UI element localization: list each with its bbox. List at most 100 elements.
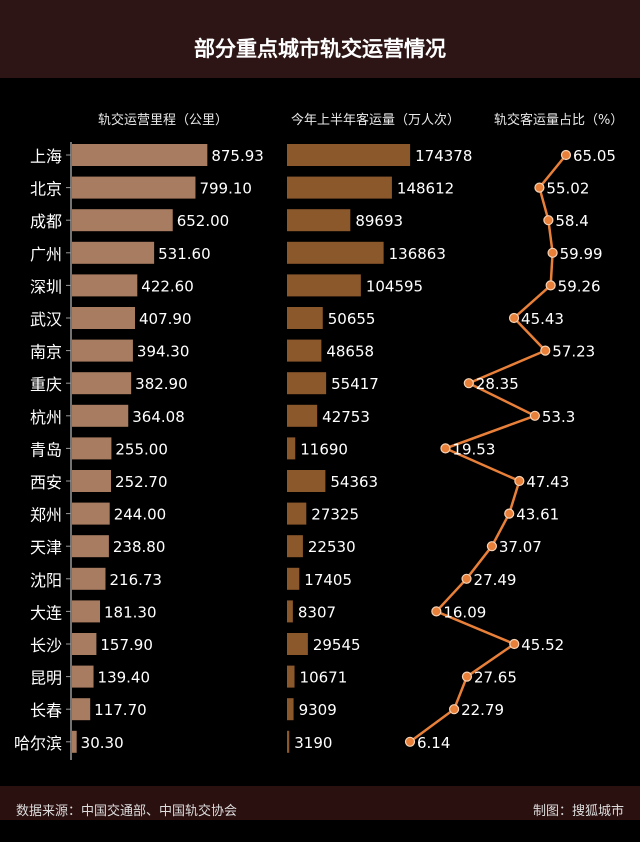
share-value-label: 47.43 [526,473,569,491]
share-point [486,541,498,552]
ridership-value-label: 50655 [328,310,376,328]
share-value-label: 53.3 [542,408,575,426]
ridership-bar [287,730,290,753]
share-value-label: 27.49 [474,571,517,589]
share-point [514,475,525,487]
mileage-bar [72,404,129,427]
ridership-bar [287,567,300,590]
share-point [540,345,551,356]
ridership-bar [287,502,307,525]
share-value-label: 45.52 [521,636,564,654]
share-point [463,378,474,389]
category-label: 杭州 [30,408,62,427]
share-point [529,410,540,421]
mileage-bar [72,730,77,753]
share-column-title: 轨交客运量占比（%） [494,113,624,128]
share-point [504,508,515,519]
mileage-value-label: 117.70 [94,701,147,719]
mileage-value-label: 407.90 [139,310,192,328]
mileage-bar [72,176,196,199]
share-point [431,606,442,617]
ridership-bar [287,665,295,688]
category-label: 大连 [30,603,62,622]
mileage-bar [72,567,106,590]
data-source: 数据来源：中国交通部、中国轨交协会 [16,804,238,819]
mileage-bar [72,535,109,558]
mileage-bar [72,307,136,329]
chart-title: 部分重点城市轨交运营情况 [194,37,446,61]
ridership-bar [287,241,384,264]
mileage-bar [72,209,173,232]
category-label: 昆明 [30,669,62,688]
ridership-bar [287,372,327,395]
share-value-label: 6.14 [417,734,450,752]
category-label: 武汉 [30,310,62,329]
mileage-bar [72,241,155,264]
mileage-bar [72,502,110,525]
category-label: 天津 [30,538,62,557]
footer-band [0,786,640,820]
ridership-bar [287,404,318,427]
mileage-column-title: 轨交运营里程（公里） [98,113,229,128]
share-point [547,247,558,258]
mileage-bar [72,698,91,721]
mileage-value-label: 181.30 [104,603,157,621]
ridership-value-label: 29545 [313,636,361,654]
category-label: 西安 [30,473,62,492]
ridership-bar [287,339,322,362]
ridership-column-title: 今年上半年客运量（万人次） [291,113,461,128]
chart-credit: 制图：搜狐城市 [532,804,624,819]
mileage-bar [72,437,112,460]
share-point [440,443,451,454]
mileage-value-label: 244.00 [114,506,167,524]
mileage-value-label: 157.90 [100,636,153,654]
share-point [448,704,460,715]
share-value-label: 28.35 [476,375,519,393]
ridership-value-label: 27325 [311,506,359,524]
ridership-bar [287,698,294,721]
share-value-label: 43.61 [516,506,559,524]
ridership-bar [287,274,361,297]
mileage-value-label: 652.00 [177,212,230,230]
ridership-bar [287,535,303,558]
ridership-value-label: 17405 [304,571,352,589]
share-value-label: 27.65 [474,669,517,687]
ridership-value-label: 3190 [294,734,332,752]
category-label: 重庆 [30,375,62,394]
category-label: 长沙 [30,636,62,655]
category-label: 北京 [30,180,62,199]
ridership-value-label: 174378 [415,147,472,165]
share-value-label: 65.05 [573,147,616,165]
mileage-bar [72,633,97,655]
ridership-value-label: 10671 [300,669,348,687]
ridership-bar [287,437,296,460]
category-label: 青岛 [30,440,62,459]
category-label: 成都 [30,212,62,231]
ridership-bar [287,176,392,199]
mileage-value-label: 255.00 [115,440,167,458]
share-value-label: 16.09 [443,603,486,621]
category-label: 哈尔滨 [14,734,62,753]
share-point [508,312,520,324]
share-point [509,638,520,650]
category-label: 南京 [30,343,62,362]
ridership-value-label: 48658 [326,343,374,361]
category-label: 郑州 [30,506,62,525]
mileage-value-label: 30.30 [81,734,124,752]
mileage-value-label: 799.10 [199,180,252,198]
share-point [461,671,473,682]
mileage-value-label: 216.73 [109,571,162,589]
share-value-label: 55.02 [546,180,589,198]
share-value-label: 57.23 [552,343,595,361]
ridership-bar [287,600,293,623]
ridership-value-label: 89693 [355,212,403,230]
mileage-bar [72,600,101,623]
ridership-value-label: 22530 [308,538,356,556]
ridership-value-label: 148612 [397,180,454,198]
header-band [0,0,640,78]
ridership-value-label: 8307 [298,603,336,621]
share-point [461,573,472,584]
mileage-value-label: 252.70 [115,473,167,491]
mileage-value-label: 875.93 [211,147,263,165]
ridership-bar [287,633,308,655]
